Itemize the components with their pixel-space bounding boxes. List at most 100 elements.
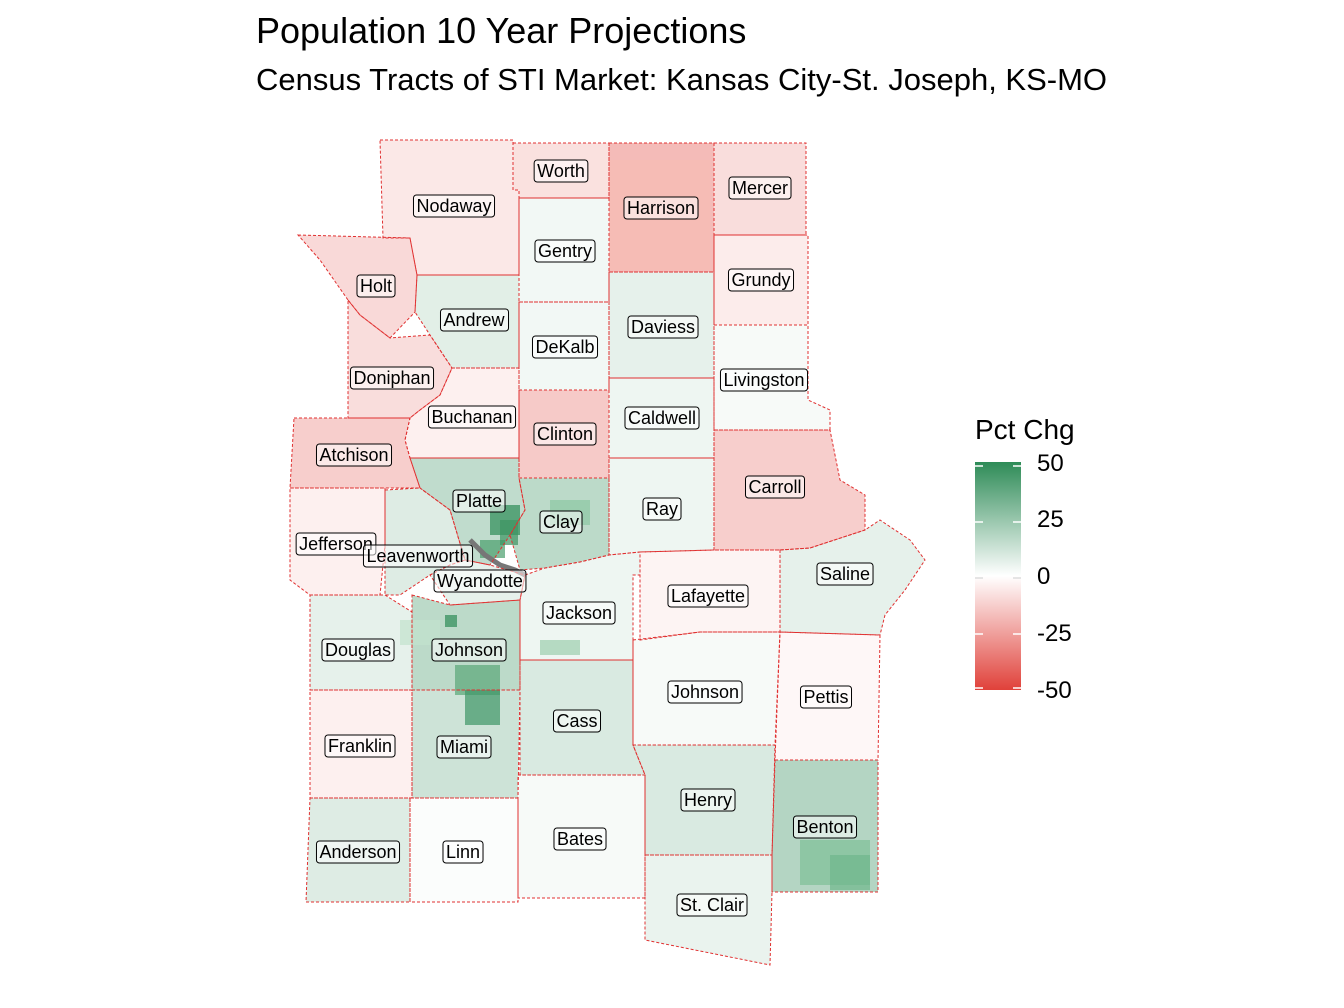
county-border-anderson	[305, 797, 411, 903]
county-label-douglas: Douglas	[325, 640, 391, 660]
county-border-mercer	[713, 142, 807, 236]
county-label-box	[792, 815, 858, 839]
county-label-daviess: Daviess	[631, 317, 695, 337]
county-border-st-clair	[644, 854, 773, 966]
county-label-gentry: Gentry	[538, 241, 592, 261]
county-label-box	[627, 315, 699, 339]
county-label-cass: Cass	[556, 711, 597, 731]
county-label-linn: Linn	[446, 842, 480, 862]
county-border-gentry	[518, 197, 610, 303]
county-label-box	[667, 680, 743, 704]
county-label-box	[315, 443, 393, 467]
county-border-nodaway	[379, 139, 520, 276]
county-border-saline	[779, 519, 926, 636]
map-title: Population 10 Year Projections	[256, 10, 747, 51]
county-label-grundy: Grundy	[731, 270, 790, 290]
county-label-miami: Miami	[440, 737, 488, 757]
county-label-holt: Holt	[360, 276, 392, 296]
legend-colorbar	[975, 462, 1021, 690]
county-label-box	[433, 569, 527, 593]
county-label-box	[642, 497, 682, 521]
county-border-jackson	[519, 551, 641, 661]
map-subtitle: Census Tracts of STI Market: Kansas City…	[256, 62, 1108, 97]
county-label-box	[542, 601, 616, 625]
county-label-johnson: Johnson	[671, 682, 739, 702]
county-label-bates: Bates	[557, 829, 603, 849]
county-label-box	[362, 544, 474, 568]
county-label-box	[553, 827, 607, 851]
county-label-henry: Henry	[684, 790, 732, 810]
county-labels: Worth Nodaway Harrison Mercer Gentry Holt Grun…	[295, 159, 874, 917]
county-label-box	[816, 562, 874, 586]
census-tract	[500, 520, 518, 545]
county-border-ray	[608, 457, 715, 556]
county-label-box	[533, 159, 589, 183]
county-border-henry	[632, 744, 776, 856]
county-label-box	[427, 405, 517, 429]
county-label-saline: Saline	[820, 564, 870, 584]
county-label-clinton: Clinton	[537, 424, 593, 444]
county-label-box	[534, 239, 596, 263]
county-border-benton	[771, 759, 879, 893]
county-label-carroll: Carroll	[748, 477, 801, 497]
county-label-box	[431, 638, 507, 662]
county-label-franklin: Franklin	[328, 736, 392, 756]
county-label-box	[727, 268, 795, 292]
legend-tick-neg50: -50	[1037, 677, 1072, 704]
county-label-box	[533, 422, 597, 446]
legend-tick-neg25: -25	[1037, 620, 1072, 647]
county-borders	[289, 139, 926, 966]
county-label-box	[315, 840, 401, 864]
county-label-box	[799, 685, 853, 709]
county-label-box	[667, 584, 749, 608]
county-label-box	[439, 308, 510, 332]
county-label-box	[349, 366, 435, 390]
county-label-benton: Benton	[796, 817, 853, 837]
county-border-johnson	[411, 594, 521, 691]
county-label-box	[324, 734, 396, 758]
county-label-leavenworth: Leavenworth	[366, 546, 469, 566]
county-label-box	[623, 196, 699, 220]
county-label-caldwell: Caldwell	[628, 408, 696, 428]
county-label-box	[531, 335, 599, 359]
legend-title: Pct Chg	[975, 414, 1075, 445]
county-label-livingston: Livingston	[723, 370, 804, 390]
county-label-nodaway: Nodaway	[416, 196, 491, 216]
county-label-box	[680, 788, 736, 812]
county-label-dekalb: DeKalb	[535, 337, 594, 357]
county-label-box	[412, 194, 496, 218]
county-label-anderson: Anderson	[319, 842, 396, 862]
legend-tick-50: 50	[1037, 450, 1064, 477]
county-label-lafayette: Lafayette	[671, 586, 745, 606]
census-tract	[830, 855, 870, 890]
county-label-ray: Ray	[646, 499, 678, 519]
legend-tick-0: 0	[1037, 563, 1051, 590]
county-label-box	[436, 735, 492, 759]
county-label-clay: Clay	[543, 512, 579, 532]
county-label-st-clair: St. Clair	[680, 895, 744, 915]
census-tract	[445, 615, 457, 627]
county-label-worth: Worth	[537, 161, 585, 181]
county-label-buchanan: Buchanan	[431, 407, 512, 427]
county-label-box	[356, 274, 396, 298]
county-label-box	[728, 176, 792, 200]
county-label-box	[624, 406, 700, 430]
county-label-box	[552, 709, 602, 733]
county-label-box	[442, 840, 484, 864]
county-label-box	[744, 475, 806, 499]
county-label-atchison: Atchison	[319, 445, 388, 465]
county-label-box	[539, 510, 583, 534]
legend-tick-25: 25	[1037, 506, 1064, 533]
county-label-harrison: Harrison	[627, 198, 695, 218]
county-label-pettis: Pettis	[803, 687, 848, 707]
county-label-box	[321, 638, 395, 662]
county-label-wyandotte: Wyandotte	[437, 571, 523, 591]
county-leavenworth	[385, 488, 465, 595]
county-label-doniphan: Doniphan	[353, 368, 430, 388]
county-label-andrew: Andrew	[443, 310, 505, 330]
county-label-box	[719, 368, 809, 392]
county-label-jackson: Jackson	[546, 603, 612, 623]
county-label-jefferson: Jefferson	[299, 534, 373, 554]
county-label-johnson: Johnson	[435, 640, 503, 660]
